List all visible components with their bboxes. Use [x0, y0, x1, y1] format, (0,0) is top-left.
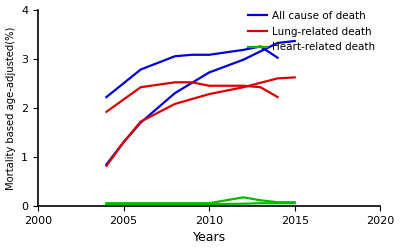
Lung-related death — [190, 81, 194, 84]
All cause of death — [241, 48, 246, 51]
Line: Lung-related death: Lung-related death — [106, 82, 278, 112]
All cause of death — [104, 96, 109, 98]
All cause of death — [172, 55, 177, 58]
All cause of death — [190, 53, 194, 56]
Heart-related death — [104, 202, 109, 205]
Lung-related death — [258, 86, 263, 89]
Heart-related death — [241, 196, 246, 199]
Y-axis label: Mortality based age-adjusted(%): Mortality based age-adjusted(%) — [6, 26, 16, 190]
Heart-related death — [207, 202, 212, 205]
Legend: All cause of death, Lung-related death, Heart-related death: All cause of death, Lung-related death, … — [248, 11, 375, 52]
Lung-related death — [275, 96, 280, 98]
All cause of death — [275, 56, 280, 59]
All cause of death — [138, 68, 143, 71]
Line: All cause of death: All cause of death — [106, 46, 278, 97]
X-axis label: Years: Years — [192, 232, 226, 244]
Lung-related death — [138, 86, 143, 89]
Line: Heart-related death: Heart-related death — [106, 197, 295, 203]
Heart-related death — [258, 199, 263, 202]
Lung-related death — [104, 110, 109, 113]
Heart-related death — [172, 202, 177, 205]
All cause of death — [258, 45, 263, 48]
Heart-related death — [138, 202, 143, 205]
Lung-related death — [172, 81, 177, 84]
Lung-related death — [241, 84, 246, 87]
Heart-related death — [292, 201, 297, 204]
Lung-related death — [207, 84, 212, 87]
Heart-related death — [275, 201, 280, 204]
All cause of death — [207, 53, 212, 56]
